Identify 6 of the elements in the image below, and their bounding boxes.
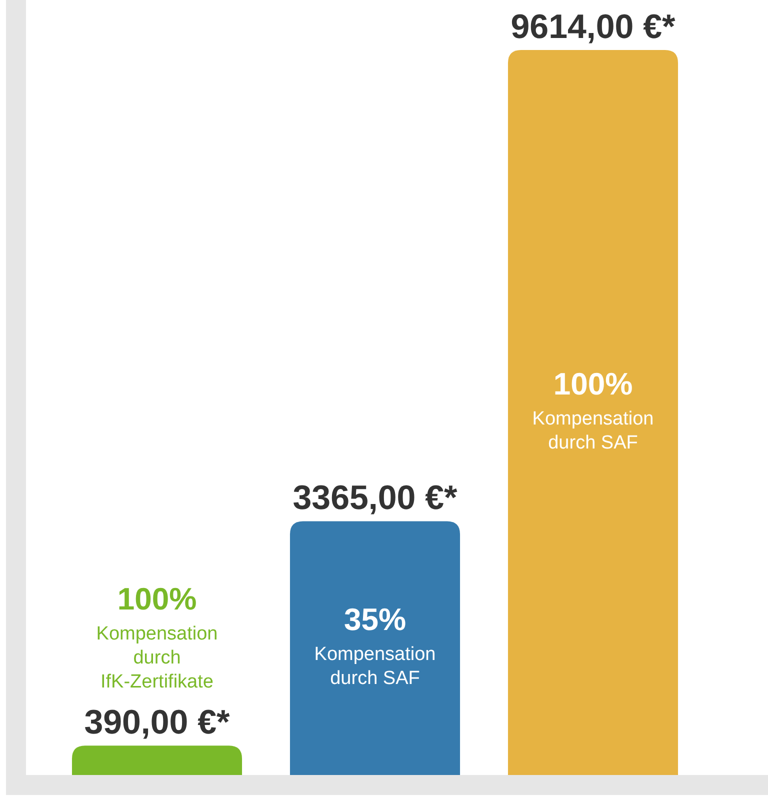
annotation: 35% Kompensation durch SAF [314,602,436,690]
data-label: 9614,00 €* [510,8,676,46]
data-label: 3365,00 €* [292,479,458,518]
data-label: 390,00 €* [84,704,231,742]
annotation: 100% Kompensation durch SAF [532,366,654,454]
annotation: 100% Kompensation durch IfK-Zertifikate [96,582,218,693]
